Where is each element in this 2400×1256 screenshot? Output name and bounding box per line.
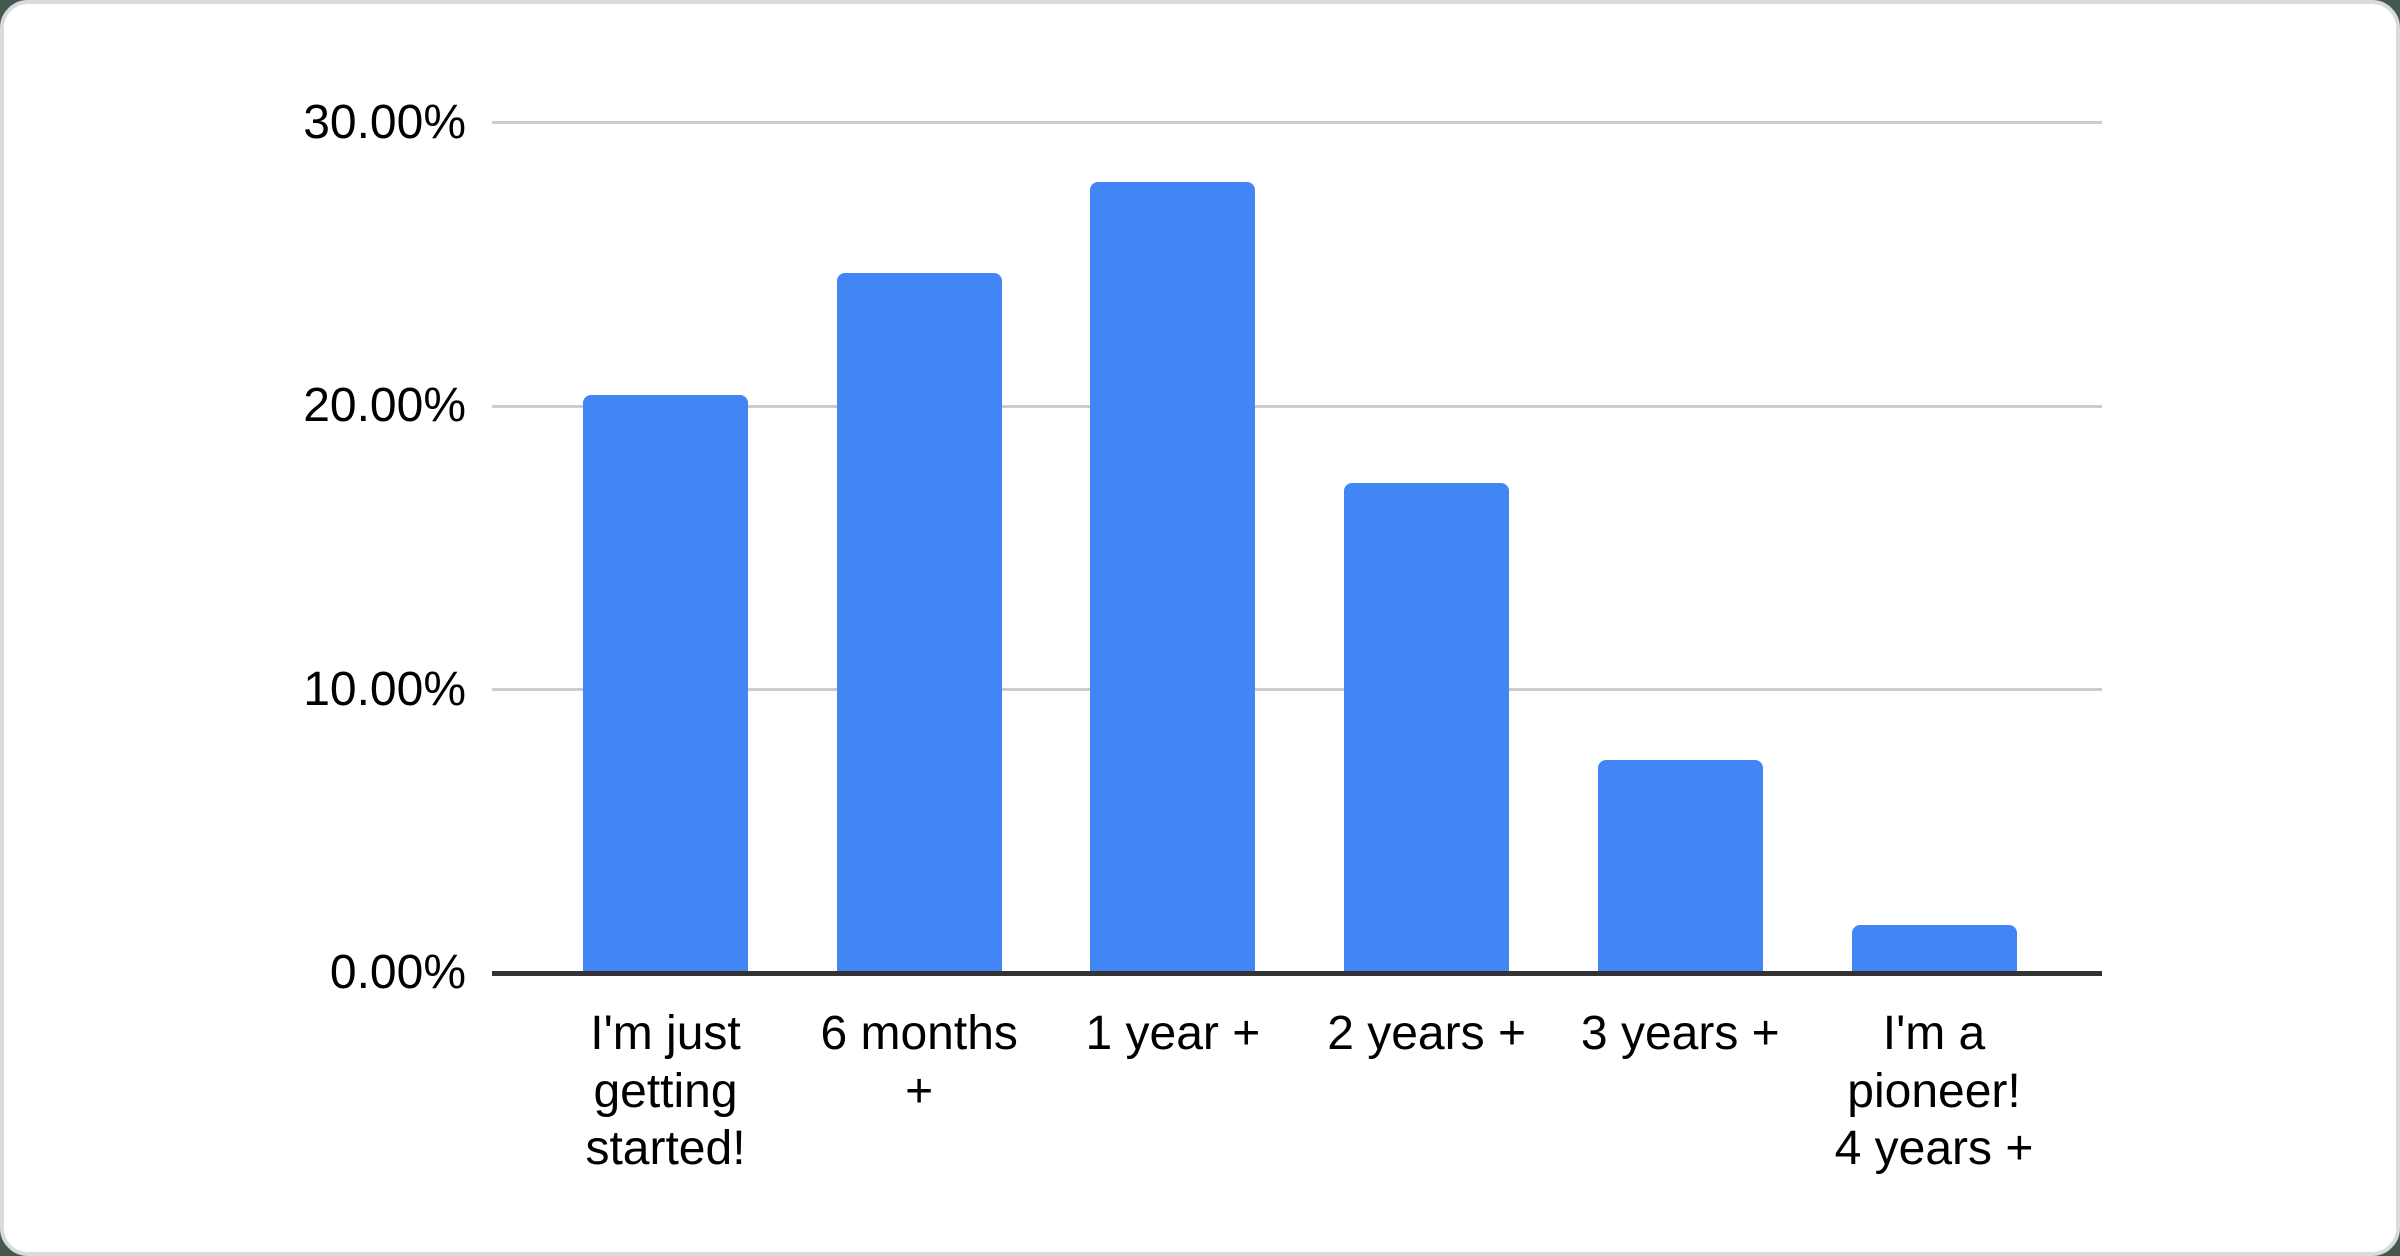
x-tick-label: +	[905, 1064, 934, 1118]
x-tick-label: I'm just	[590, 1007, 741, 1060]
bar[interactable]	[1597, 760, 1763, 973]
y-tick-label: 10.00%	[303, 662, 466, 716]
bar[interactable]	[583, 394, 748, 973]
x-tick-label: 4 years +	[1834, 1122, 2034, 1175]
x-tick-label: 2 years +	[1327, 1007, 1526, 1060]
bar-chart: 0.00% 10.00% 20.00% 30.00% I'm just getting st…	[4, 4, 2396, 1252]
bar[interactable]	[1851, 924, 2017, 973]
gridline	[492, 404, 2102, 408]
bar[interactable]	[1344, 482, 1510, 973]
bar[interactable]	[836, 272, 1002, 973]
y-tick-label: 30.00%	[303, 95, 466, 149]
x-tick-label: started!	[585, 1122, 746, 1175]
x-tick-label: getting	[593, 1064, 738, 1118]
y-tick-label: 0.00%	[329, 946, 466, 999]
x-tick-label: I'm a	[1882, 1007, 1986, 1060]
y-tick-label: 20.00%	[303, 379, 466, 432]
x-tick-label: 6 months	[820, 1007, 1018, 1060]
x-axis-line	[492, 971, 2102, 976]
x-tick-label: 3 years +	[1580, 1007, 1780, 1060]
gridline	[492, 688, 2102, 691]
x-tick-label: 1 year +	[1085, 1007, 1261, 1060]
bar[interactable]	[1090, 182, 1256, 973]
x-tick-label: pioneer!	[1847, 1064, 2021, 1118]
gridline	[492, 121, 2102, 124]
